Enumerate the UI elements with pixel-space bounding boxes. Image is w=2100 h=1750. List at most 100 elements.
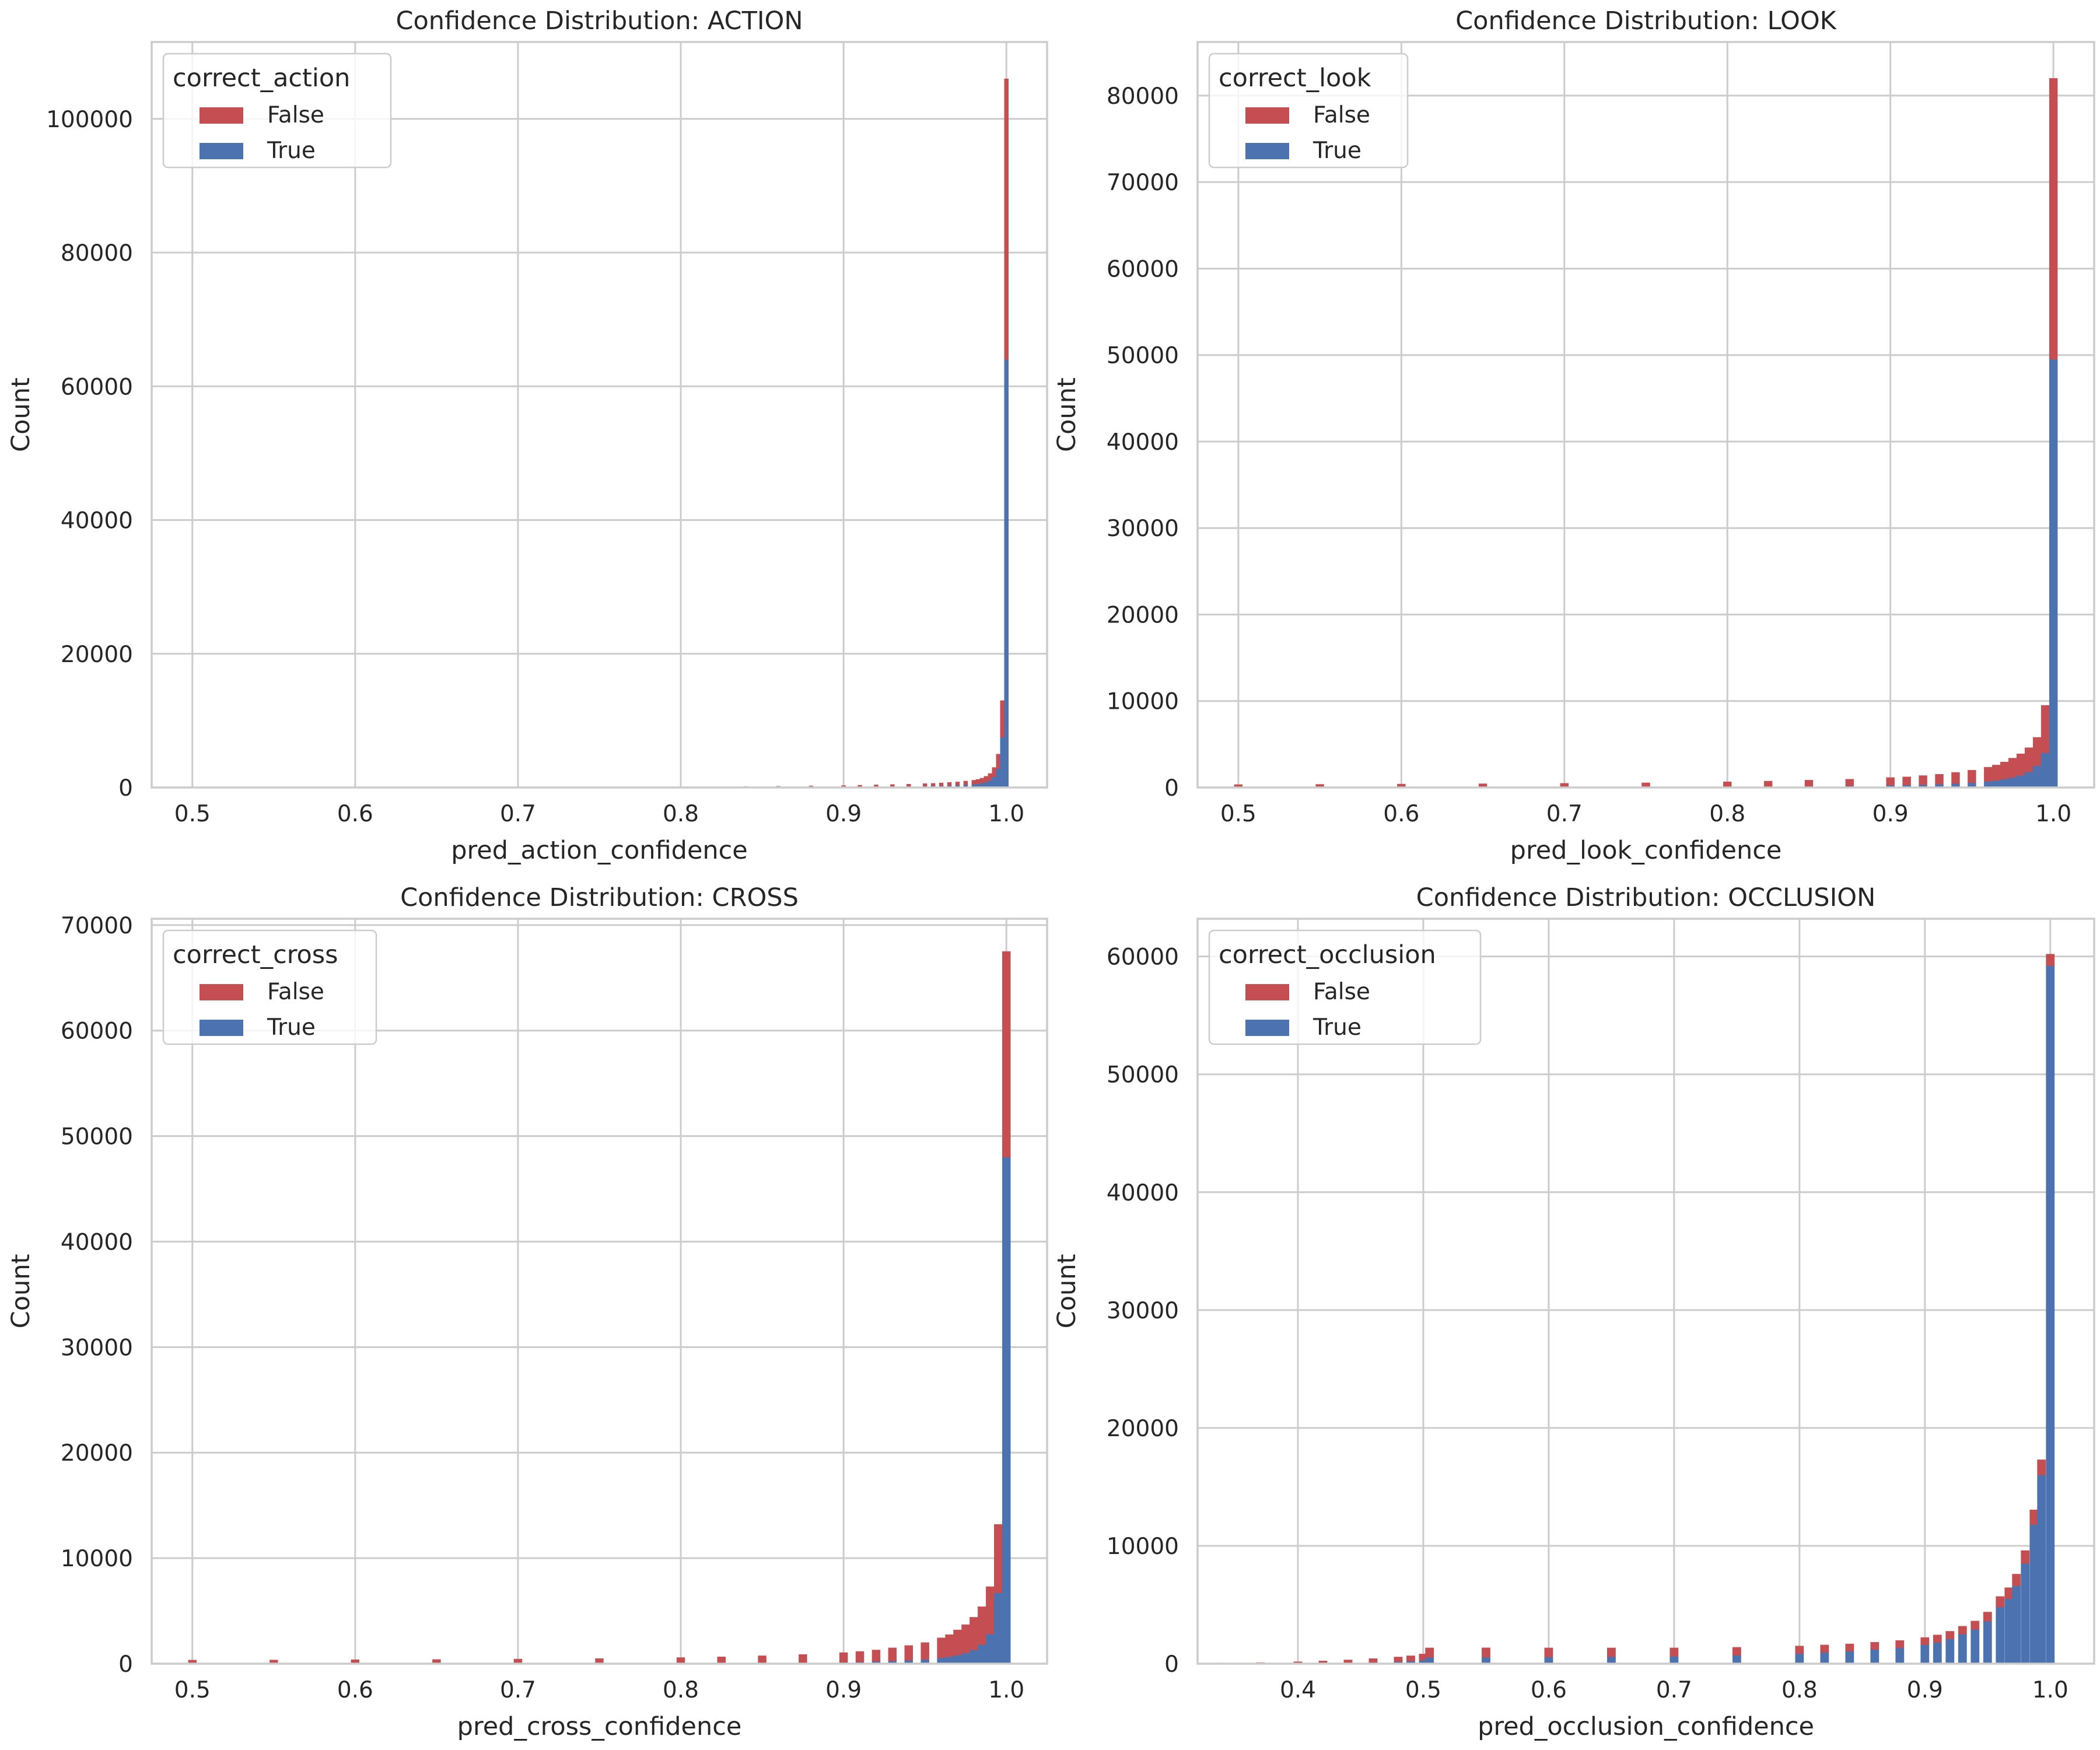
legend-label-false: False [267,102,324,128]
bar-true [978,1644,986,1664]
y-tick-label: 20000 [61,642,133,668]
x-tick-label: 0.6 [1383,801,1419,827]
panel-action: 0.5 0.6 0.7 0.8 0.9 1.0 0 20000 40000 60000 80000 1… [6,6,1048,865]
bar-true [1933,1642,1942,1664]
bar-true [2041,752,2050,788]
bar-true [1732,1655,1741,1664]
x-tick-label: 0.4 [1280,1677,1316,1703]
x-tick-label: 0.7 [500,1677,536,1703]
y-tick-label: 10000 [61,1546,133,1572]
panel-occlusion: 0.4 0.5 0.6 0.7 0.8 0.9 1.0 0 10000 20000 30000 400… [1052,883,2095,1741]
x-axis-label: pred_cross_confidence [457,1712,742,1741]
bar-false [947,782,952,786]
bar-true [986,1634,995,1664]
bar-false [2012,1574,2021,1586]
y-tick-label: 0 [118,775,133,802]
bar-false [1933,1634,1942,1643]
legend-label-true: True [1312,138,1362,164]
bar-true [1845,1651,1854,1664]
panel-cross: 0.5 0.6 0.7 0.8 0.9 1.0 0 10000 20000 30000 40000 5… [6,883,1048,1741]
legend-box [1208,929,1482,1045]
bar-false [799,1654,807,1663]
bar-false [1560,783,1569,788]
legend: correct_occlusion False True [1208,929,1482,1045]
legend-label-false: False [267,979,324,1005]
bar-true [945,1656,954,1664]
bar-false [1544,1647,1553,1657]
legend-swatch-true [200,1020,243,1036]
legend-swatch-false [200,107,243,124]
legend-title: correct_cross [173,940,338,970]
bar-false [953,1629,962,1656]
y-tick-label: 0 [1164,775,1179,802]
bar-true [2008,777,2017,788]
y-tick-label: 60000 [1107,944,1179,971]
bar-false [1886,777,1895,786]
bar-true [2017,775,2025,788]
bar-true [1670,1656,1679,1664]
bar-false [1895,1640,1905,1648]
bar-false [963,780,968,785]
bar-true [1983,1621,1992,1664]
bar-false [979,778,985,783]
y-tick-label: 60000 [61,374,133,400]
x-tick-label: 0.9 [1873,801,1909,827]
bar-false [2000,762,2009,780]
bar-false [1971,1620,1980,1630]
y-axis-label: Count [1052,377,1082,452]
bar-false [961,1624,970,1654]
bar-true [1920,1644,1930,1664]
bar-false [1845,779,1854,786]
bar-false [930,783,936,786]
bar-true [970,1650,978,1664]
bar-false [1945,1631,1955,1639]
bar-false [992,767,997,777]
bar-false [1935,774,1944,785]
y-tick-label: 70000 [61,913,133,939]
y-tick-label: 80000 [1107,83,1179,110]
bar-true [953,1655,962,1664]
bar-false [1902,776,1911,786]
x-tick-label: 0.8 [1782,1677,1818,1703]
x-tick-label: 0.8 [1709,801,1745,827]
legend-box [162,52,392,169]
y-tick-label: 50000 [1107,343,1179,369]
legend-swatch-true [1245,143,1289,159]
bar-false [676,1657,685,1664]
bar-false [1845,1643,1854,1652]
bar-false [839,1652,848,1662]
bar-false [975,779,981,785]
bar-false [717,1656,726,1664]
y-tick-label: 80000 [61,240,133,267]
bar-false [922,783,928,786]
legend-swatch-true [1245,1020,1289,1036]
x-tick-label: 0.9 [825,801,862,827]
bar-true [1992,780,2001,788]
x-tick-label: 0.7 [1656,1677,1692,1703]
legend: correct_cross False True [162,929,377,1045]
chart-title: Confidence Distribution: LOOK [1455,6,1838,36]
x-tick-label: 0.9 [825,1677,862,1703]
bar-false [1763,780,1773,787]
y-axis-label: Count [1052,1254,1082,1329]
panel-look: 0.5 0.6 0.7 0.8 0.9 1.0 0 10000 20000 30000 40000 5… [1052,6,2095,865]
bar-false [1343,1660,1353,1664]
bar-false [1996,1596,2005,1608]
y-tick-label: 30000 [61,1335,133,1361]
bar-false [2021,1550,2030,1564]
bar-false [858,785,862,787]
bar-true [1958,1634,1967,1664]
bar-false [978,1606,986,1645]
bar-true [2046,965,2055,1664]
bar-false [1919,775,1927,785]
y-tick-label: 20000 [1107,602,1179,628]
x-tick-label: 0.7 [500,801,536,827]
x-tick-label: 1.0 [2035,801,2071,827]
bar-false [945,1634,954,1657]
legend-title: correct_action [173,64,350,93]
bar-false [2024,747,2034,772]
y-tick-label: 10000 [1107,1534,1179,1560]
bar-true [1000,737,1005,788]
x-tick-label: 0.5 [174,801,211,827]
